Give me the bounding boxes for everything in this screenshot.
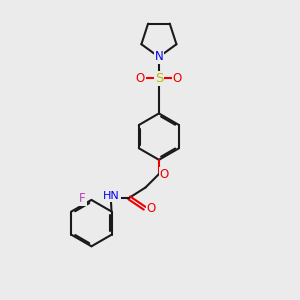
Text: S: S	[155, 72, 163, 85]
Text: O: O	[136, 72, 145, 85]
Text: N: N	[154, 50, 163, 64]
Text: O: O	[160, 168, 169, 181]
Text: HN: HN	[103, 191, 120, 201]
Text: F: F	[79, 192, 86, 205]
Text: O: O	[147, 202, 156, 215]
Text: O: O	[173, 72, 182, 85]
